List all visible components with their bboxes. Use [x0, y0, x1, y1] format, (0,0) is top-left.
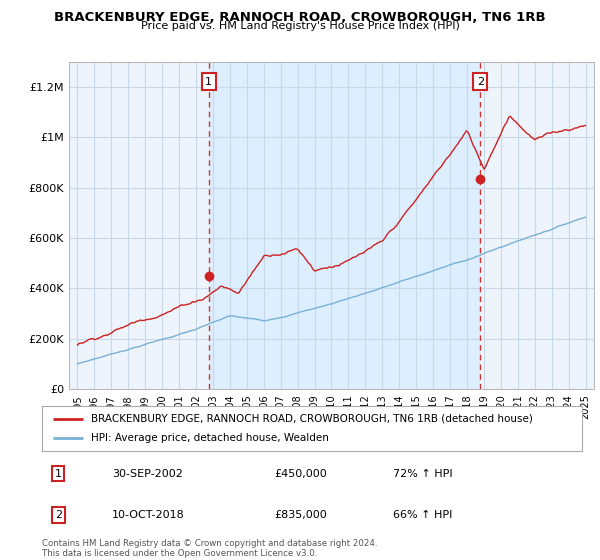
Text: 1: 1	[55, 469, 62, 479]
Text: 2: 2	[55, 510, 62, 520]
Text: £835,000: £835,000	[274, 510, 327, 520]
Text: 66% ↑ HPI: 66% ↑ HPI	[393, 510, 452, 520]
Text: HPI: Average price, detached house, Wealden: HPI: Average price, detached house, Weal…	[91, 433, 328, 444]
Text: 30-SEP-2002: 30-SEP-2002	[112, 469, 183, 479]
Text: 2: 2	[476, 77, 484, 87]
Text: 1: 1	[205, 77, 212, 87]
Text: Price paid vs. HM Land Registry's House Price Index (HPI): Price paid vs. HM Land Registry's House …	[140, 21, 460, 31]
Text: 72% ↑ HPI: 72% ↑ HPI	[393, 469, 452, 479]
Bar	[209, 62, 480, 389]
Text: 10-OCT-2018: 10-OCT-2018	[112, 510, 185, 520]
Text: BRACKENBURY EDGE, RANNOCH ROAD, CROWBOROUGH, TN6 1RB: BRACKENBURY EDGE, RANNOCH ROAD, CROWBORO…	[54, 11, 546, 24]
Text: BRACKENBURY EDGE, RANNOCH ROAD, CROWBOROUGH, TN6 1RB (detached house): BRACKENBURY EDGE, RANNOCH ROAD, CROWBORO…	[91, 413, 532, 423]
Text: £450,000: £450,000	[274, 469, 327, 479]
Text: Contains HM Land Registry data © Crown copyright and database right 2024.
This d: Contains HM Land Registry data © Crown c…	[42, 539, 377, 558]
